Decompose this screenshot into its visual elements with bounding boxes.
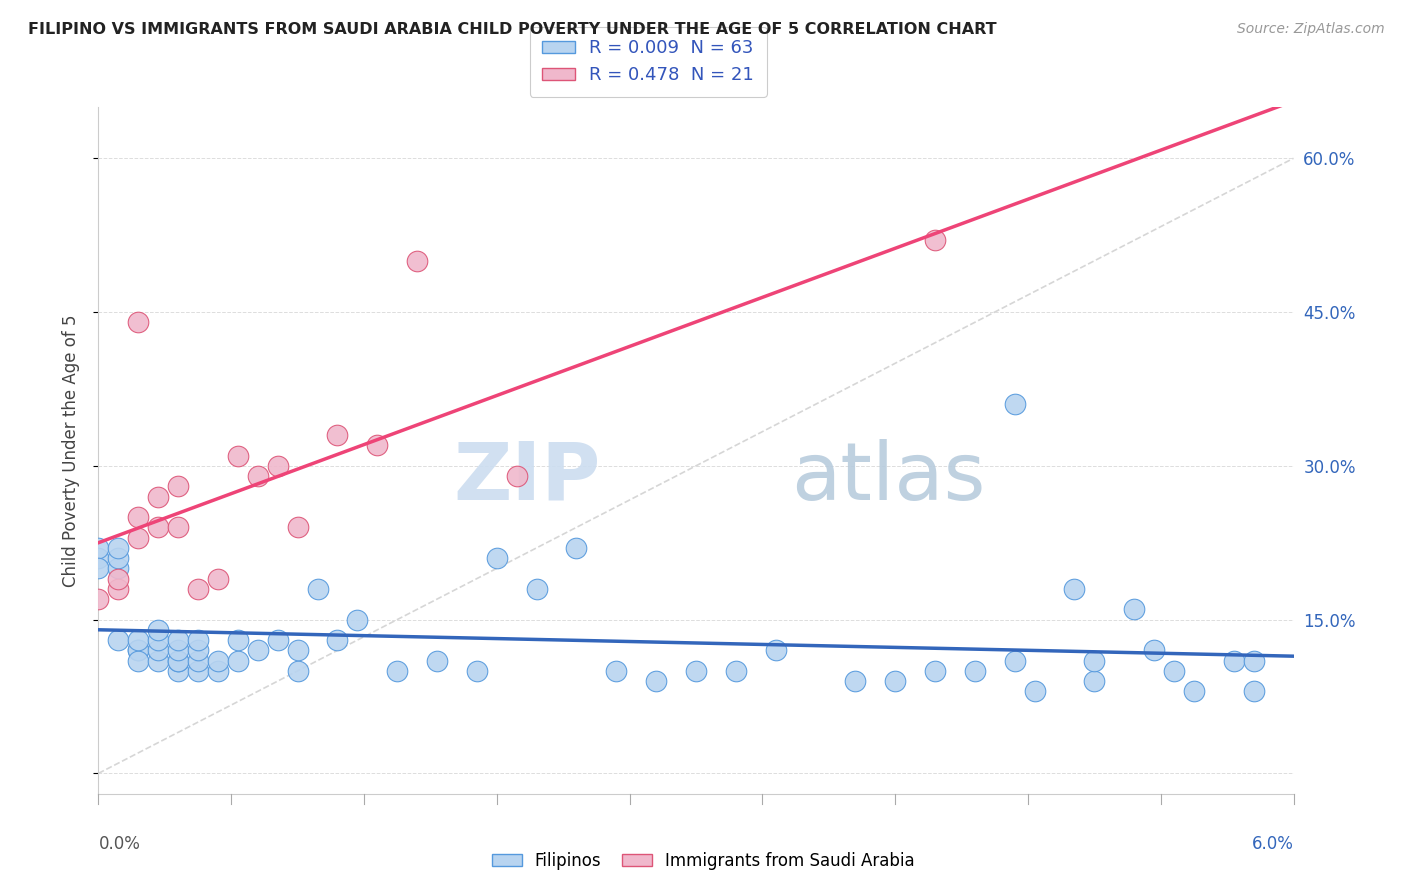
Point: [1163, 664, 1185, 678]
Point: [167, 633, 190, 648]
Point: [844, 674, 866, 689]
Point: [87, 592, 110, 607]
Point: [1223, 654, 1246, 668]
Point: [406, 253, 429, 268]
Point: [765, 643, 787, 657]
Point: [685, 664, 707, 678]
Point: [127, 654, 149, 668]
Point: [465, 664, 488, 678]
Point: [187, 654, 209, 668]
Point: [127, 643, 149, 657]
Text: atlas: atlas: [792, 439, 986, 517]
Point: [148, 654, 170, 668]
Point: [167, 520, 190, 534]
Point: [924, 233, 946, 247]
Point: [207, 572, 229, 586]
Point: [287, 643, 309, 657]
Point: [287, 664, 309, 678]
Point: [87, 561, 110, 575]
Point: [326, 633, 349, 648]
Point: [207, 654, 229, 668]
Point: [167, 664, 190, 678]
Point: [366, 438, 388, 452]
Point: [187, 633, 209, 648]
Point: [87, 551, 110, 566]
Point: [107, 551, 129, 566]
Point: [385, 664, 409, 678]
Point: [107, 572, 129, 586]
Text: FILIPINO VS IMMIGRANTS FROM SAUDI ARABIA CHILD POVERTY UNDER THE AGE OF 5 CORREL: FILIPINO VS IMMIGRANTS FROM SAUDI ARABIA…: [28, 22, 997, 37]
Point: [1243, 684, 1265, 698]
Point: [326, 428, 349, 442]
Point: [565, 541, 588, 555]
Point: [167, 643, 190, 657]
Point: [107, 582, 129, 596]
Point: [167, 654, 190, 668]
Point: [226, 633, 249, 648]
Point: [1182, 684, 1205, 698]
Point: [485, 551, 508, 566]
Point: [1143, 643, 1166, 657]
Point: [107, 633, 129, 648]
Point: [307, 582, 329, 596]
Point: [148, 490, 170, 504]
Point: [1004, 654, 1026, 668]
Text: Source: ZipAtlas.com: Source: ZipAtlas.com: [1237, 22, 1385, 37]
Point: [526, 582, 548, 596]
Point: [127, 510, 149, 524]
Point: [187, 643, 209, 657]
Point: [1063, 582, 1085, 596]
Point: [1083, 654, 1105, 668]
Point: [1083, 674, 1105, 689]
Legend: Filipinos, Immigrants from Saudi Arabia: Filipinos, Immigrants from Saudi Arabia: [485, 846, 921, 877]
Point: [187, 664, 209, 678]
Point: [127, 531, 149, 545]
Point: [267, 458, 290, 473]
Text: 6.0%: 6.0%: [1251, 835, 1294, 853]
Point: [148, 633, 170, 648]
Point: [724, 664, 747, 678]
Point: [148, 623, 170, 637]
Point: [127, 633, 149, 648]
Point: [246, 469, 269, 483]
Point: [226, 449, 249, 463]
Point: [148, 643, 170, 657]
Point: [1243, 654, 1265, 668]
Text: 0.0%: 0.0%: [98, 835, 141, 853]
Point: [148, 520, 170, 534]
Point: [226, 654, 249, 668]
Point: [1024, 684, 1046, 698]
Legend: R = 0.009  N = 63, R = 0.478  N = 21: R = 0.009 N = 63, R = 0.478 N = 21: [530, 27, 766, 97]
Point: [187, 582, 209, 596]
Point: [167, 479, 190, 493]
Point: [127, 315, 149, 329]
Point: [963, 664, 986, 678]
Point: [87, 541, 110, 555]
Point: [127, 643, 149, 657]
Point: [884, 674, 907, 689]
Point: [107, 561, 129, 575]
Point: [267, 633, 290, 648]
Point: [287, 520, 309, 534]
Text: ZIP: ZIP: [453, 439, 600, 517]
Point: [645, 674, 668, 689]
Point: [426, 654, 449, 668]
Point: [107, 541, 129, 555]
Point: [207, 664, 229, 678]
Point: [246, 643, 269, 657]
Point: [167, 654, 190, 668]
Point: [924, 664, 946, 678]
Point: [605, 664, 627, 678]
Point: [346, 613, 368, 627]
Point: [1004, 397, 1026, 411]
Y-axis label: Child Poverty Under the Age of 5: Child Poverty Under the Age of 5: [62, 314, 80, 587]
Point: [1123, 602, 1146, 616]
Point: [506, 469, 529, 483]
